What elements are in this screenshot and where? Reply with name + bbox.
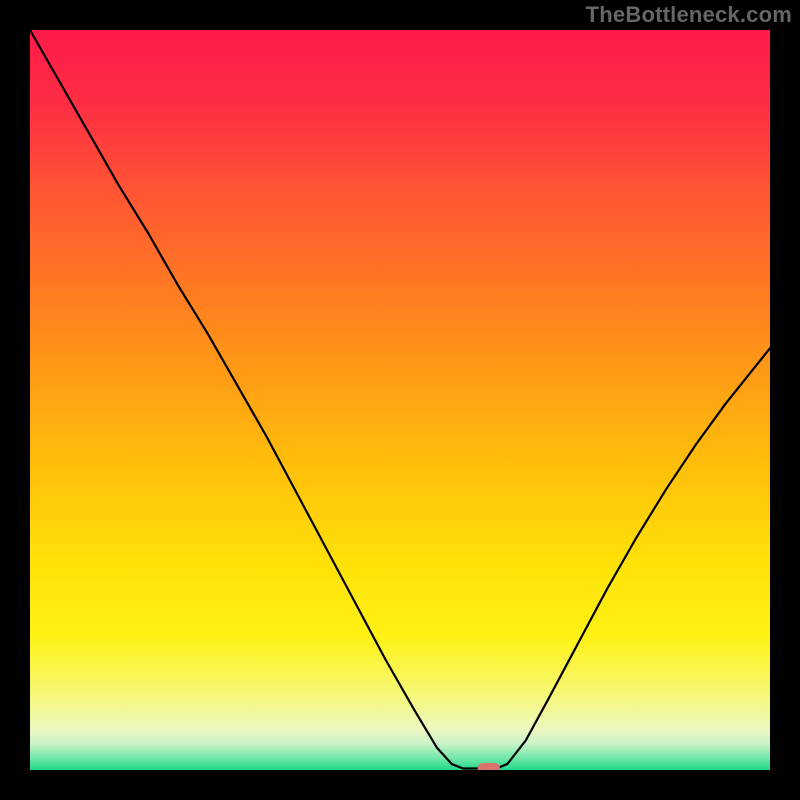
plot-area (30, 30, 770, 770)
bottleneck-marker (478, 763, 500, 770)
gradient-background (30, 30, 770, 770)
bottleneck-curve-chart (30, 30, 770, 770)
watermark-text: TheBottleneck.com (586, 2, 792, 28)
chart-frame: TheBottleneck.com (0, 0, 800, 800)
